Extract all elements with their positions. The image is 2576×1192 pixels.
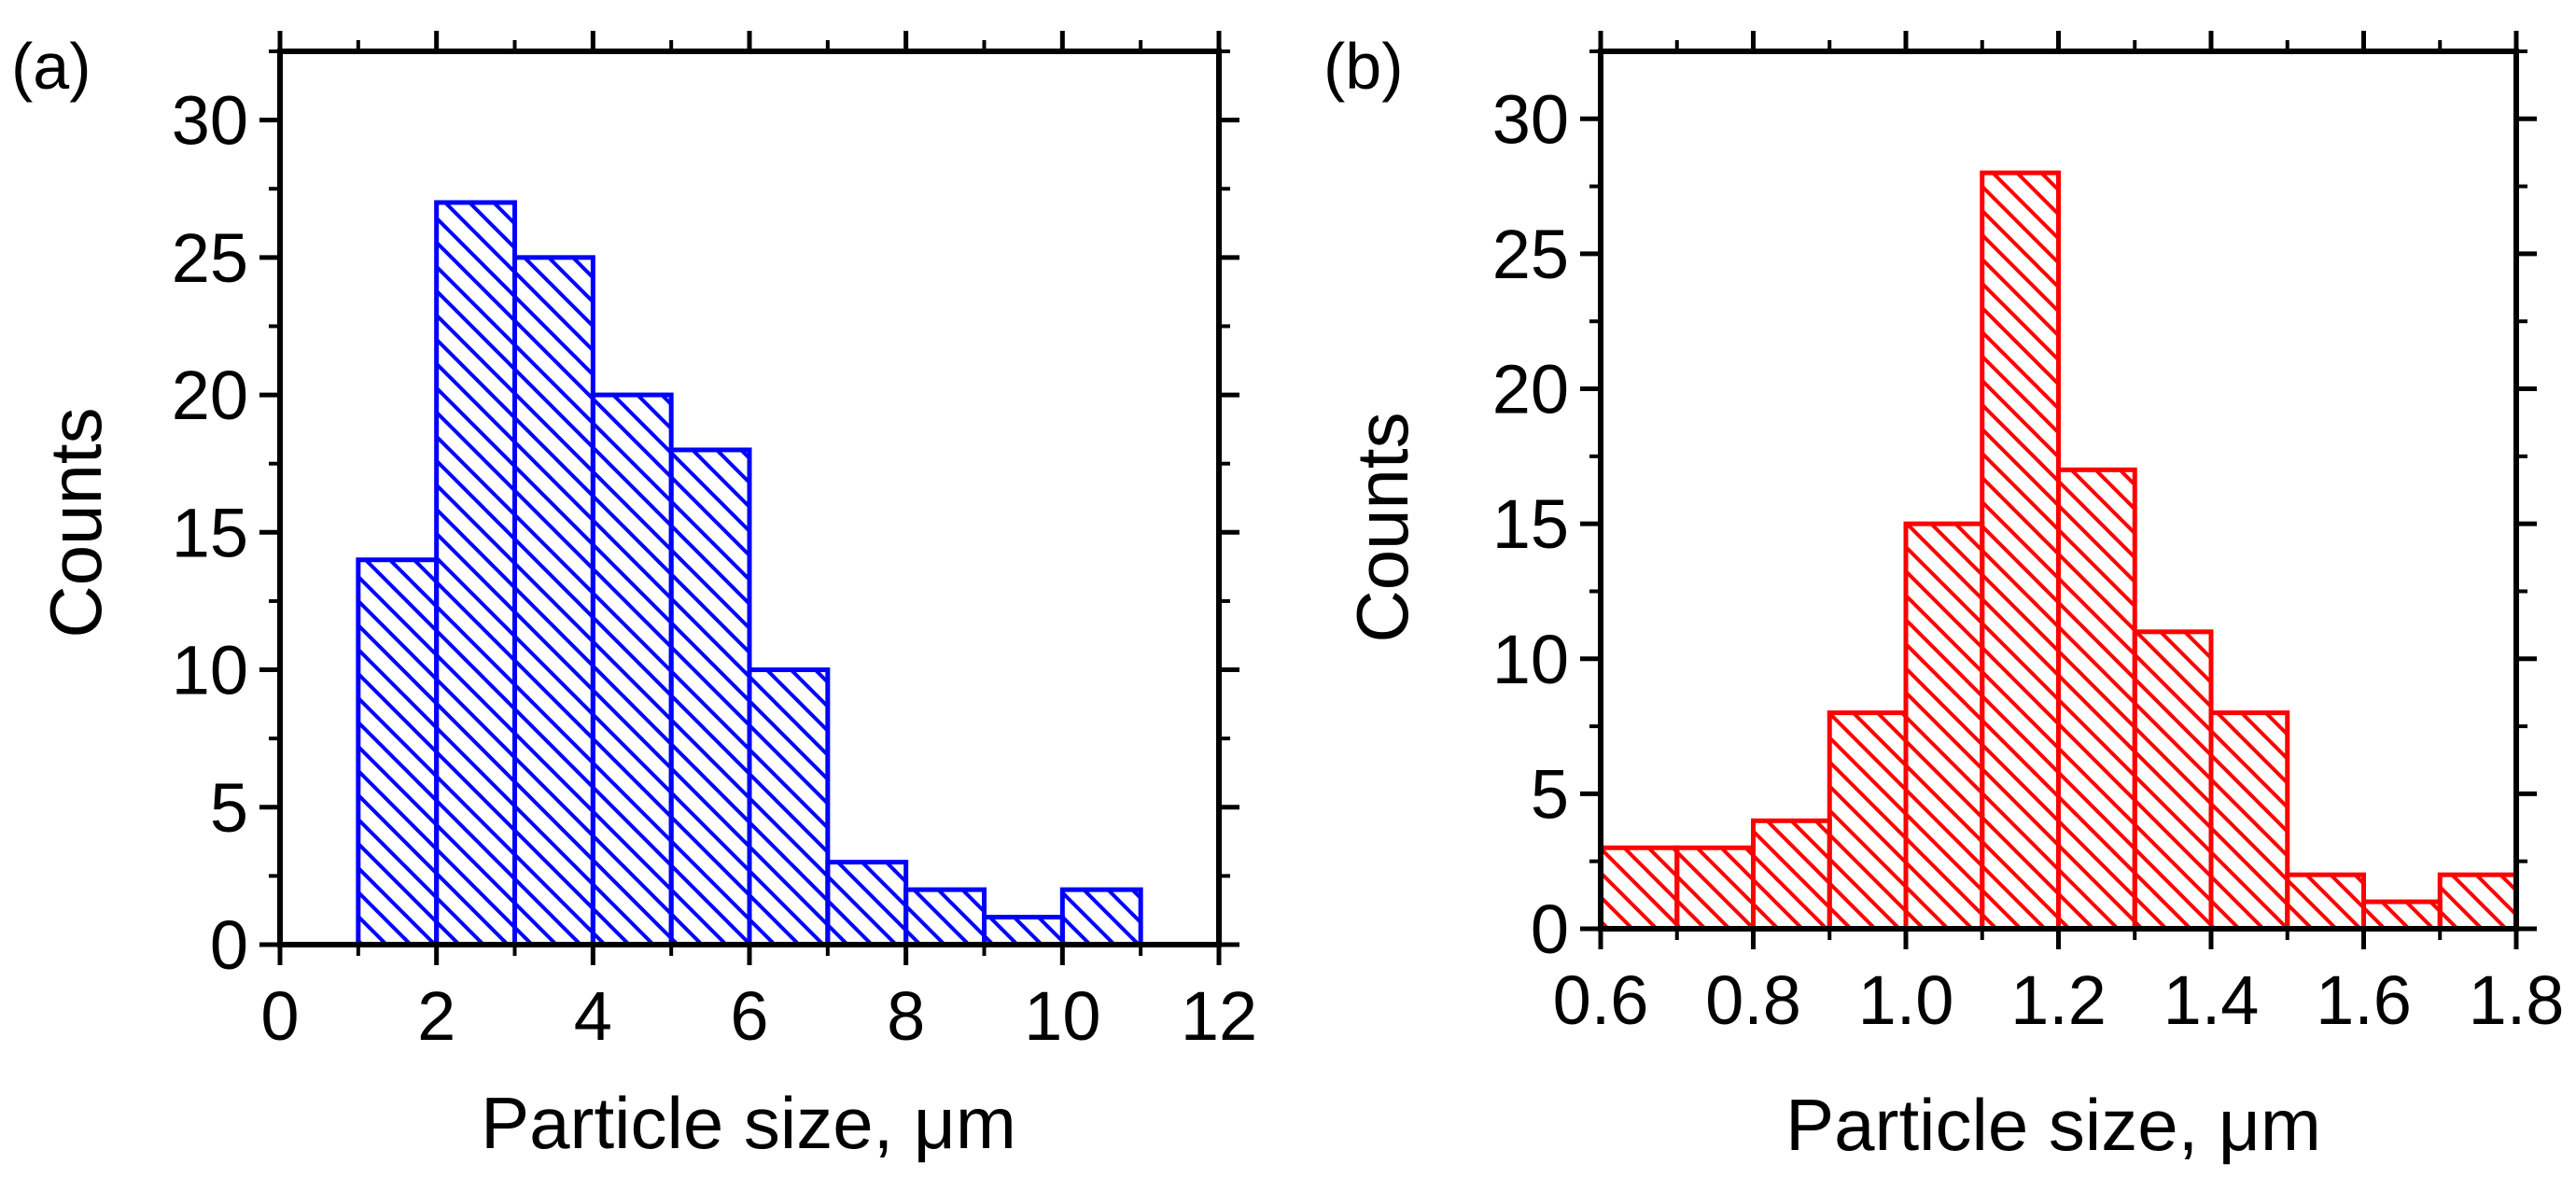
histogram-bar xyxy=(356,557,440,947)
panel-b: (b) Counts Particle size, μm 0.6 0.8 1.0 1.… xyxy=(1323,30,2564,1166)
y-tick-label: 10 xyxy=(1492,621,1569,698)
x-tick-label: 1.8 xyxy=(2469,961,2565,1039)
plot-frame xyxy=(1598,49,2519,932)
x-tick-label: 0.8 xyxy=(1705,961,1801,1039)
x-tick-label: 0 xyxy=(260,977,299,1055)
histogram-bar xyxy=(1827,710,1909,932)
y-tick-label: 20 xyxy=(1492,351,1569,428)
histogram-bar xyxy=(1059,887,1143,947)
panel-a: (a) Counts Particle size, μm 0 2 4 6 8 10 12 0 5… xyxy=(11,30,1257,1164)
y-tick-label: 10 xyxy=(172,632,248,709)
y-axis-title: Counts xyxy=(35,407,117,638)
x-tick-label: 4 xyxy=(574,977,612,1055)
histogram-bar xyxy=(982,915,1065,947)
histogram-bar xyxy=(590,392,674,947)
x-tick-label: 1.4 xyxy=(2163,961,2260,1039)
histogram-bar xyxy=(825,860,909,947)
x-tick-label: 6 xyxy=(730,977,768,1055)
histogram-bar xyxy=(1980,170,2061,932)
histogram-bar xyxy=(2361,899,2443,932)
y-tick-label: 0 xyxy=(210,906,248,984)
y-tick-label: 5 xyxy=(210,769,248,847)
x-tick-label: 10 xyxy=(1024,977,1100,1055)
ticks-group: 0 2 4 6 8 10 12 0 5 10 15 20 25 30 xyxy=(172,31,1257,1055)
y-tick-label: 15 xyxy=(1492,485,1569,563)
ticks-group: 0.6 0.8 1.0 1.2 1.4 1.6 1.8 0 5 10 15 20 25 30 xyxy=(1492,31,2565,1039)
x-tick-label: 1.2 xyxy=(2010,961,2107,1039)
histogram-bar xyxy=(2285,872,2366,932)
y-tick-label: 25 xyxy=(172,219,248,297)
x-tick-label: 12 xyxy=(1181,977,1257,1055)
bars-group xyxy=(1598,170,2519,932)
histogram-bar xyxy=(2437,872,2519,932)
histogram-bar xyxy=(1674,845,1756,932)
histogram-bar xyxy=(668,447,752,947)
histogram-bar xyxy=(1903,521,1985,932)
x-tick-label: 2 xyxy=(417,977,455,1055)
x-tick-label: 1.0 xyxy=(1858,961,1954,1039)
histogram-bar xyxy=(2132,629,2214,932)
y-tick-label: 5 xyxy=(1531,755,1569,833)
x-axis-title: Particle size, μm xyxy=(481,1082,1016,1164)
y-tick-label: 0 xyxy=(1531,890,1569,968)
x-tick-label: 1.6 xyxy=(2316,961,2412,1039)
x-tick-label: 8 xyxy=(887,977,925,1055)
y-tick-label: 25 xyxy=(1492,216,1569,293)
histogram-bar xyxy=(2056,467,2137,932)
panel-label: (b) xyxy=(1323,30,1404,103)
histogram-bar xyxy=(1598,845,1680,932)
histogram-bar xyxy=(434,200,517,947)
y-tick-label: 20 xyxy=(172,357,248,434)
histogram-bar xyxy=(1751,818,1832,932)
x-axis-title: Particle size, μm xyxy=(1785,1084,2321,1166)
histogram-bar xyxy=(747,667,831,947)
y-tick-label: 15 xyxy=(172,494,248,571)
panel-label: (a) xyxy=(11,30,91,103)
y-tick-label: 30 xyxy=(1492,80,1569,158)
histogram-bar xyxy=(2208,710,2290,932)
histogram-bar xyxy=(903,887,987,947)
y-tick-label: 30 xyxy=(172,82,248,160)
plot-frame xyxy=(277,49,1222,947)
y-axis-title: Counts xyxy=(1341,412,1423,642)
histogram-bar xyxy=(512,255,595,947)
bars-group xyxy=(356,200,1143,947)
x-tick-label: 0.6 xyxy=(1553,961,1649,1039)
